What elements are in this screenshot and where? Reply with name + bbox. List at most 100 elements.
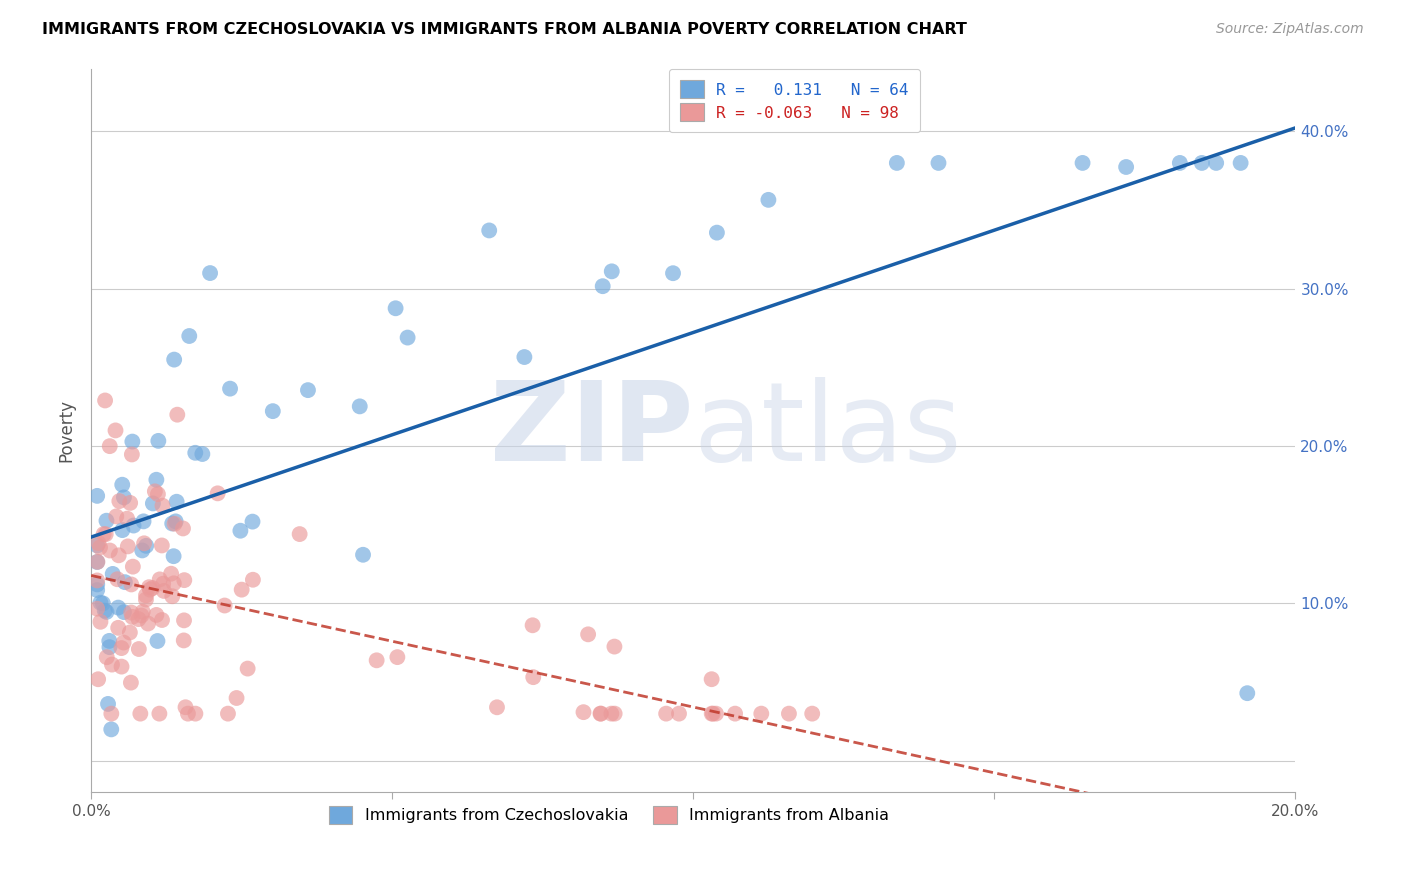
Point	[112, 605, 135, 619]
Point	[572, 705, 595, 719]
Point	[96, 514, 118, 528]
Point	[108, 494, 131, 508]
Text: IMMIGRANTS FROM CZECHOSLOVAKIA VS IMMIGRANTS FROM ALBANIA POVERTY CORRELATION CH: IMMIGRANTS FROM CZECHOSLOVAKIA VS IMMIGR…	[42, 22, 967, 37]
Point	[288, 527, 311, 541]
Point	[129, 706, 152, 721]
Point	[131, 608, 153, 623]
Point	[100, 723, 122, 737]
Point	[236, 662, 259, 676]
Point	[589, 706, 612, 721]
Point	[384, 301, 406, 316]
Point	[143, 484, 166, 499]
Point	[225, 691, 247, 706]
Point	[603, 706, 626, 721]
Point	[111, 477, 134, 491]
Point	[396, 330, 419, 344]
Point	[749, 706, 772, 721]
Point	[120, 577, 142, 591]
Point	[152, 499, 174, 513]
Point	[214, 599, 236, 613]
Point	[89, 615, 111, 629]
Point	[166, 494, 188, 508]
Point	[801, 706, 824, 721]
Point	[927, 156, 949, 170]
Point	[107, 549, 129, 563]
Point	[163, 576, 186, 591]
Point	[174, 700, 197, 714]
Point	[138, 580, 160, 594]
Point	[1115, 160, 1137, 174]
Point	[229, 524, 252, 538]
Point	[173, 613, 195, 627]
Point	[98, 439, 121, 453]
Point	[1168, 156, 1191, 170]
Point	[150, 613, 173, 627]
Point	[118, 625, 141, 640]
Point	[112, 491, 135, 505]
Point	[758, 193, 780, 207]
Point	[120, 675, 142, 690]
Point	[86, 577, 108, 591]
Point	[120, 496, 142, 510]
Point	[366, 653, 388, 667]
Point	[96, 605, 118, 619]
Point	[219, 382, 242, 396]
Point	[107, 621, 129, 635]
Point	[101, 566, 124, 581]
Point	[778, 706, 800, 721]
Point	[86, 574, 108, 588]
Point	[173, 633, 195, 648]
Point	[122, 518, 145, 533]
Point	[121, 559, 143, 574]
Point	[349, 400, 371, 414]
Point	[242, 573, 264, 587]
Point	[146, 634, 169, 648]
Point	[98, 633, 121, 648]
Point	[262, 404, 284, 418]
Point	[86, 555, 108, 569]
Point	[166, 408, 188, 422]
Point	[132, 605, 155, 619]
Point	[153, 583, 176, 598]
Point	[115, 511, 138, 525]
Point	[662, 266, 685, 280]
Point	[603, 640, 626, 654]
Point	[165, 515, 187, 529]
Point	[1236, 686, 1258, 700]
Point	[600, 264, 623, 278]
Point	[149, 573, 172, 587]
Text: atlas: atlas	[693, 377, 962, 484]
Point	[162, 589, 184, 603]
Point	[94, 393, 117, 408]
Point	[600, 706, 623, 721]
Point	[179, 329, 201, 343]
Point	[112, 635, 135, 649]
Point	[105, 509, 128, 524]
Point	[117, 540, 139, 554]
Point	[128, 612, 150, 626]
Point	[231, 582, 253, 597]
Point	[162, 549, 184, 564]
Point	[724, 706, 747, 721]
Point	[145, 607, 167, 622]
Point	[513, 350, 536, 364]
Point	[87, 672, 110, 686]
Point	[886, 156, 908, 170]
Point	[131, 543, 153, 558]
Point	[107, 600, 129, 615]
Legend: Immigrants from Czechoslovakia, Immigrants from Albania: Immigrants from Czechoslovakia, Immigran…	[318, 795, 901, 835]
Point	[163, 516, 186, 531]
Point	[121, 447, 143, 461]
Point	[146, 487, 169, 501]
Point	[110, 659, 132, 673]
Point	[387, 650, 409, 665]
Point	[87, 536, 110, 550]
Point	[152, 576, 174, 591]
Point	[100, 706, 122, 721]
Point	[135, 539, 157, 553]
Point	[177, 706, 200, 721]
Point	[89, 541, 111, 555]
Point	[242, 515, 264, 529]
Point	[522, 670, 544, 684]
Point	[121, 434, 143, 449]
